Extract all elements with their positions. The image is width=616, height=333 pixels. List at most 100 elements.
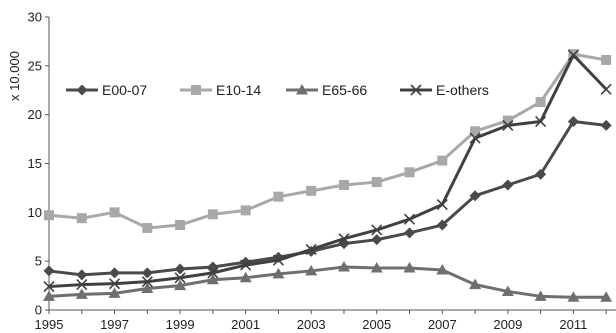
- data-point: [371, 224, 383, 236]
- data-point: [567, 49, 579, 61]
- series-layer: [43, 49, 613, 302]
- data-point: [535, 168, 547, 180]
- data-point: [371, 234, 383, 246]
- data-point: [76, 279, 88, 291]
- data-point: [502, 179, 514, 191]
- data-point: [502, 119, 514, 131]
- data-point: [174, 263, 186, 275]
- y-tick-label: 15: [28, 156, 42, 171]
- series-line: [48, 120, 607, 277]
- legend-marker: [76, 84, 88, 96]
- data-point: [437, 155, 448, 166]
- y-tick-label: 10: [28, 205, 42, 220]
- series-e10-14: [44, 49, 612, 233]
- data-point: [502, 115, 513, 126]
- x-tick-label: 1995: [35, 317, 64, 332]
- data-point: [370, 262, 383, 273]
- data-point: [337, 261, 350, 272]
- data-point: [175, 220, 186, 231]
- y-tick-label: 0: [35, 303, 42, 318]
- x-tick-label: 1999: [166, 317, 195, 332]
- data-point: [338, 179, 349, 190]
- legend: E00-07 E10-14 E65-66 E-others: [66, 82, 489, 98]
- x-tick-label: 1997: [100, 317, 129, 332]
- data-point: [403, 213, 416, 225]
- data-point: [272, 254, 284, 266]
- data-point: [535, 96, 546, 107]
- x-tick-label: 2007: [428, 317, 457, 332]
- data-point: [108, 287, 121, 298]
- legend-item: E65-66: [286, 82, 367, 98]
- data-point: [469, 190, 481, 202]
- data-point: [108, 278, 121, 290]
- data-point: [338, 233, 350, 245]
- y-tick-label: 5: [35, 254, 42, 269]
- data-point: [305, 243, 317, 256]
- data-point: [404, 227, 416, 239]
- series-line: [48, 265, 607, 299]
- x-tick-label: 2001: [231, 317, 260, 332]
- data-point: [469, 278, 482, 290]
- data-point: [600, 119, 612, 131]
- data-point: [567, 291, 580, 302]
- data-point: [174, 279, 187, 291]
- data-point: [239, 271, 252, 283]
- legend-label: E65-66: [322, 82, 367, 98]
- data-point: [436, 219, 448, 231]
- data-point: [601, 54, 612, 65]
- data-point: [76, 213, 87, 224]
- y-tick-label: 20: [28, 107, 42, 122]
- data-point: [371, 177, 382, 188]
- data-point: [174, 272, 186, 284]
- data-point: [240, 259, 252, 271]
- x-tick-label: 2011: [559, 317, 587, 332]
- legend-label: E00-07: [102, 82, 147, 98]
- data-point: [109, 207, 120, 218]
- data-point: [207, 267, 219, 279]
- y-axis-title: x 10.000: [7, 51, 22, 101]
- data-point: [306, 185, 317, 196]
- legend-item: E10-14: [180, 82, 261, 98]
- legend-label: E-others: [436, 82, 489, 98]
- data-point: [44, 210, 54, 221]
- x-tick-label: 2009: [493, 317, 522, 332]
- series-e65-66: [43, 261, 613, 302]
- legend-item: E00-07: [66, 82, 147, 98]
- data-point: [535, 115, 547, 128]
- data-point: [600, 291, 613, 302]
- data-point: [240, 205, 251, 216]
- data-point: [206, 273, 219, 285]
- data-point: [43, 290, 55, 301]
- series-line: [48, 52, 607, 230]
- x-tick-label: 2003: [297, 317, 326, 332]
- data-point: [534, 290, 547, 301]
- series-e00-07: [43, 116, 612, 281]
- data-point: [436, 263, 449, 275]
- data-point: [305, 264, 318, 276]
- legend-item: E-others: [400, 82, 489, 98]
- data-point: [75, 288, 88, 299]
- legend-label: E10-14: [216, 82, 261, 98]
- data-point: [43, 265, 55, 277]
- data-point: [436, 198, 448, 211]
- legend-marker: [410, 84, 422, 96]
- data-point: [501, 285, 514, 296]
- data-point: [43, 280, 55, 293]
- data-point: [273, 191, 284, 202]
- data-point: [567, 116, 579, 128]
- data-point: [600, 83, 612, 95]
- data-point: [141, 282, 154, 294]
- data-point: [142, 222, 153, 233]
- data-point: [109, 267, 121, 279]
- data-point: [470, 126, 481, 137]
- axes-layer: 0 5 10 15 20 25 30 1995 1997 1999 2001 2003 2005 2007…: [7, 10, 616, 332]
- series-e-others: [43, 49, 612, 293]
- series-line: [48, 53, 608, 289]
- data-point: [404, 167, 415, 178]
- y-tick-label: 30: [28, 10, 42, 25]
- legend-marker: [191, 85, 201, 95]
- data-point: [403, 262, 416, 273]
- x-tick-label: 2005: [362, 317, 391, 332]
- data-point: [469, 132, 481, 144]
